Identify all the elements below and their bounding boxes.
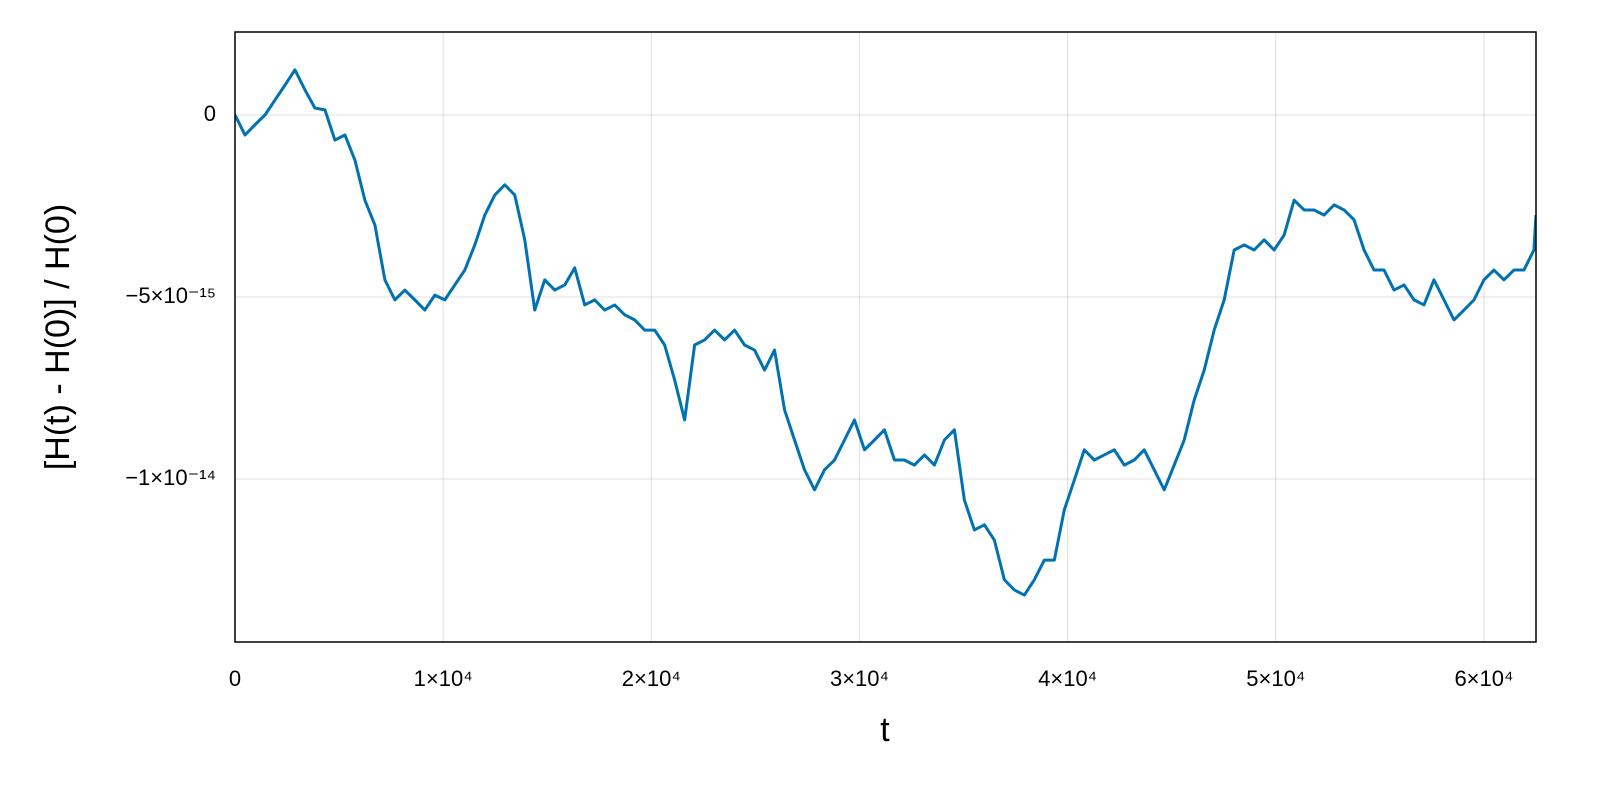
x-tick-label: 2×10⁴	[622, 666, 681, 691]
y-axis-title: [H(t) - H(0)] / H(0)	[39, 204, 77, 470]
y-tick-label: 0	[204, 101, 216, 126]
data-line	[235, 68, 1536, 597]
y-tick-label: −1×10⁻¹⁴	[125, 465, 216, 490]
x-tick-label: 5×10⁴	[1246, 666, 1305, 691]
x-tick-label: 1×10⁴	[414, 666, 473, 691]
x-tick-label: 0	[229, 666, 241, 691]
x-tick-label: 6×10⁴	[1454, 666, 1513, 691]
x-tick-label: 4×10⁴	[1038, 666, 1097, 691]
plot-frame	[234, 31, 1537, 643]
y-tick-label: −5×10⁻¹⁵	[126, 283, 216, 308]
x-axis-title: t	[880, 711, 890, 749]
x-tick-label: 3×10⁴	[830, 666, 889, 691]
